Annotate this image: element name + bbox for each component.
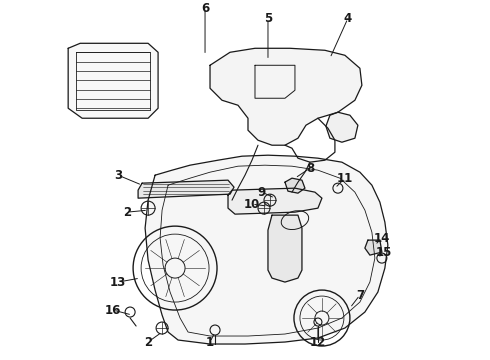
Text: 9: 9 xyxy=(258,186,266,199)
Text: 16: 16 xyxy=(105,303,122,316)
Polygon shape xyxy=(210,48,362,145)
Text: 14: 14 xyxy=(374,231,390,244)
Text: 4: 4 xyxy=(344,12,352,25)
Polygon shape xyxy=(268,215,302,282)
Polygon shape xyxy=(138,180,234,198)
Text: 1: 1 xyxy=(206,336,214,348)
Polygon shape xyxy=(326,112,358,142)
Text: 5: 5 xyxy=(264,12,272,25)
Text: 8: 8 xyxy=(306,162,314,175)
Text: 11: 11 xyxy=(337,172,353,185)
Polygon shape xyxy=(68,43,158,118)
Text: 12: 12 xyxy=(310,336,326,348)
Polygon shape xyxy=(365,240,382,255)
Text: 3: 3 xyxy=(114,169,122,182)
Polygon shape xyxy=(285,178,305,193)
Text: 2: 2 xyxy=(123,206,131,219)
Text: 13: 13 xyxy=(110,275,126,289)
Text: 2: 2 xyxy=(144,336,152,348)
Text: 7: 7 xyxy=(356,289,364,302)
Text: 15: 15 xyxy=(376,246,392,258)
Polygon shape xyxy=(145,155,388,344)
Polygon shape xyxy=(228,188,322,214)
Text: 6: 6 xyxy=(201,2,209,15)
Text: 10: 10 xyxy=(244,198,260,211)
